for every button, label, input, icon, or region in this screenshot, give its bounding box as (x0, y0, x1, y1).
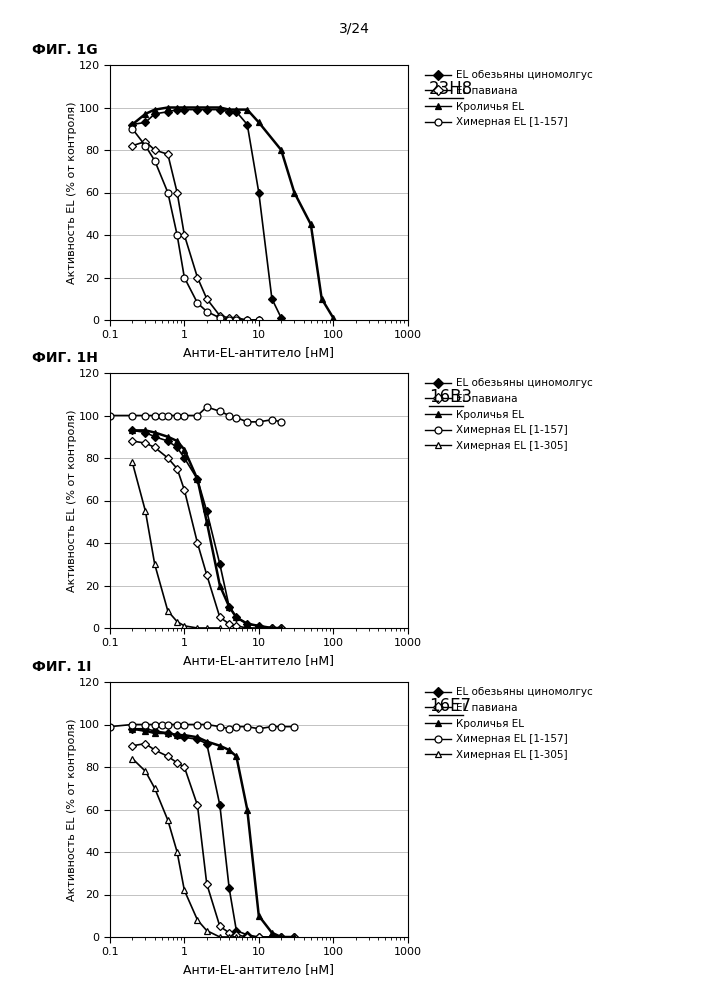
Text: 16E7: 16E7 (429, 697, 471, 715)
Legend: EL обезьяны циномолгус, EL павиана, Кроличья EL, Химерная EL [1-157]: EL обезьяны циномолгус, EL павиана, Крол… (425, 70, 593, 127)
Text: 16B3: 16B3 (429, 388, 472, 406)
X-axis label: Анти-EL-антитело [нМ]: Анти-EL-антитело [нМ] (184, 346, 334, 359)
X-axis label: Анти-EL-антитело [нМ]: Анти-EL-антитело [нМ] (184, 654, 334, 667)
X-axis label: Анти-EL-антитело [нМ]: Анти-EL-антитело [нМ] (184, 963, 334, 976)
Y-axis label: Активность EL (% от контроля): Активность EL (% от контроля) (67, 718, 77, 901)
Text: 3/24: 3/24 (339, 22, 370, 36)
Legend: EL обезьяны циномолгус, EL павиана, Кроличья EL, Химерная EL [1-157], Химерная E: EL обезьяны циномолгус, EL павиана, Крол… (425, 378, 593, 451)
Y-axis label: Активность EL (% от контроля): Активность EL (% от контроля) (67, 101, 77, 284)
Text: ФИГ. 1G: ФИГ. 1G (32, 43, 98, 57)
Y-axis label: Активность EL (% от контроля): Активность EL (% от контроля) (67, 409, 77, 592)
Text: 23H8: 23H8 (429, 80, 473, 98)
Legend: EL обезьяны циномолгус, EL павиана, Кроличья EL, Химерная EL [1-157], Химерная E: EL обезьяны циномолгус, EL павиана, Крол… (425, 687, 593, 760)
Text: ФИГ. 1H: ФИГ. 1H (32, 351, 98, 365)
Text: ФИГ. 1I: ФИГ. 1I (32, 660, 91, 674)
